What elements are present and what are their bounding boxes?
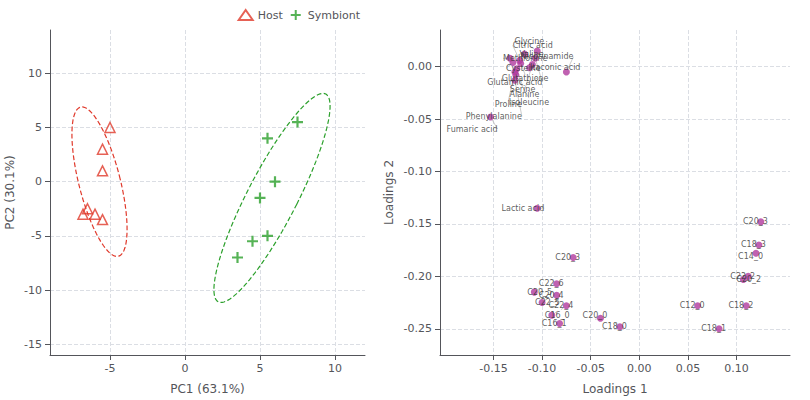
svg-text:C18_2: C18_2 xyxy=(728,301,753,310)
svg-text:0.10: 0.10 xyxy=(724,362,749,375)
svg-text:C20_3: C20_3 xyxy=(743,217,768,226)
svg-text:C18_3: C18_3 xyxy=(741,240,766,249)
svg-text:C16_0: C16_0 xyxy=(544,310,570,320)
svg-text:10: 10 xyxy=(328,362,342,375)
svg-text:-0.05: -0.05 xyxy=(576,362,604,375)
svg-text:Fumaric acid: Fumaric acid xyxy=(447,125,498,134)
svg-text:-5: -5 xyxy=(105,362,116,375)
svg-text:0: 0 xyxy=(182,362,189,375)
svg-text:C20_4: C20_4 xyxy=(538,290,564,300)
svg-text:Glutathione: Glutathione xyxy=(502,74,549,83)
svg-text:C12_0: C12_0 xyxy=(680,301,705,310)
svg-text:Isoleucine: Isoleucine xyxy=(509,98,549,107)
svg-text:Cysteine: Cysteine xyxy=(505,64,541,73)
svg-text:Symbiont: Symbiont xyxy=(308,9,361,22)
svg-text:Nicotinamide: Nicotinamide xyxy=(521,52,574,61)
svg-text:Host: Host xyxy=(258,9,284,22)
svg-text:0: 0 xyxy=(35,175,42,188)
svg-text:C20_2: C20_2 xyxy=(736,275,761,284)
svg-text:-0.15: -0.15 xyxy=(404,217,432,230)
svg-text:Lactic acid: Lactic acid xyxy=(502,204,545,213)
svg-text:C16_1: C16_1 xyxy=(542,319,567,328)
svg-text:C18_0: C18_0 xyxy=(602,322,627,331)
svg-text:C14_0: C14_0 xyxy=(738,252,763,261)
svg-text:C20_0: C20_0 xyxy=(583,311,608,320)
svg-text:C22_5: C22_5 xyxy=(535,298,560,308)
svg-text:-0.05: -0.05 xyxy=(404,113,432,126)
svg-text:C22_4: C22_4 xyxy=(549,301,574,310)
svg-text:Loadings 1: Loadings 1 xyxy=(582,382,647,396)
svg-text:-15: -15 xyxy=(24,338,42,351)
svg-text:-10: -10 xyxy=(24,284,42,297)
svg-text:Phenylalanine: Phenylalanine xyxy=(466,112,522,121)
svg-text:10: 10 xyxy=(28,67,42,80)
svg-text:0.05: 0.05 xyxy=(676,362,701,375)
svg-text:C20_3: C20_3 xyxy=(555,253,580,262)
svg-text:5: 5 xyxy=(35,121,42,134)
svg-text:-0.15: -0.15 xyxy=(479,362,507,375)
svg-text:PC2 (30.1%): PC2 (30.1%) xyxy=(3,155,17,230)
svg-text:Loadings 2: Loadings 2 xyxy=(382,160,396,225)
svg-text:PC1 (63.1%): PC1 (63.1%) xyxy=(170,382,245,396)
svg-text:C22_6: C22_6 xyxy=(538,279,564,289)
svg-text:-5: -5 xyxy=(31,229,42,242)
svg-text:-0.25: -0.25 xyxy=(404,322,432,335)
svg-text:0.00: 0.00 xyxy=(627,362,652,375)
svg-text:Serine: Serine xyxy=(510,85,536,94)
svg-text:-0.10: -0.10 xyxy=(404,165,432,178)
svg-text:-0.10: -0.10 xyxy=(528,362,556,375)
svg-text:0.00: 0.00 xyxy=(408,60,433,73)
svg-text:5: 5 xyxy=(257,362,264,375)
svg-text:C18_1: C18_1 xyxy=(701,324,726,333)
svg-text:Itaconic acid: Itaconic acid xyxy=(530,63,581,72)
svg-text:-0.20: -0.20 xyxy=(404,270,432,283)
svg-text:Citric acid: Citric acid xyxy=(513,41,553,50)
